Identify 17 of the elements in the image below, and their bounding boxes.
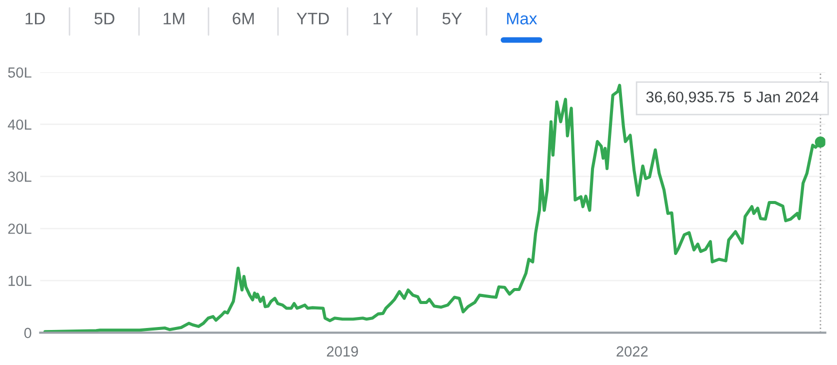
annotation: 36,60,935.75 5 Jan 2024 [646, 92, 819, 104]
y-tick-label: 50L [8, 67, 32, 78]
text: Max [507, 12, 538, 24]
y-tick-label: 30L [8, 172, 32, 182]
y-tick-label: 40L [8, 119, 32, 130]
text: 6M [232, 12, 254, 24]
text: 1M [164, 12, 184, 24]
y-tick-label: 10L [8, 276, 32, 286]
y-tick-label: 20L [8, 224, 32, 234]
text: 5Y [442, 12, 462, 24]
x-tick-label: 2022 [616, 346, 648, 357]
text: 1Y [374, 12, 392, 24]
text: 1D [26, 12, 45, 24]
text: YTD [296, 12, 329, 24]
x-tick-label: 2019 [326, 346, 358, 357]
y-tick-label: 0 [24, 328, 32, 338]
text: 5D [94, 12, 114, 24]
